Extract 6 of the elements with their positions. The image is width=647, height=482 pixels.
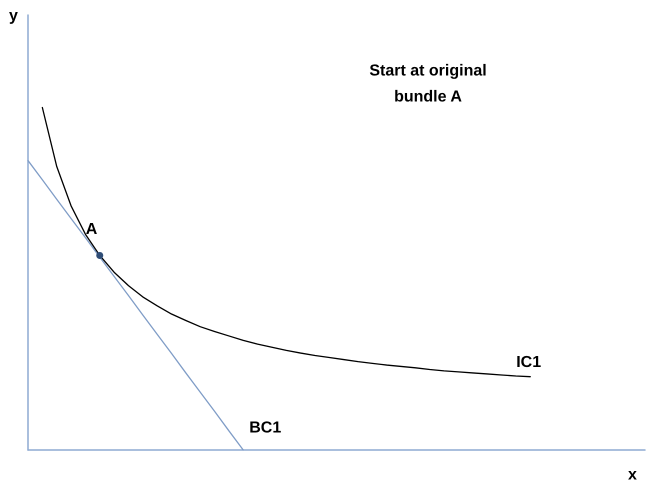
text: x [628,466,637,482]
series-label: BC1 [249,420,282,436]
text: Start at original bundle A [369,62,487,106]
series-label: A [86,220,98,238]
series-label: IC1 [516,354,542,372]
text: y [9,8,18,24]
